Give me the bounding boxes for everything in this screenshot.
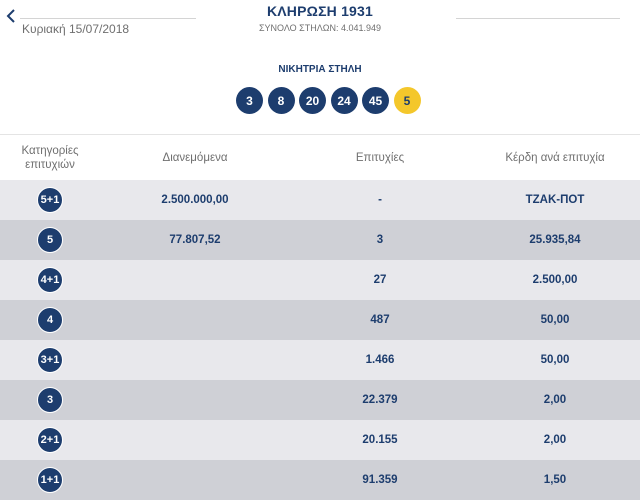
prize-value: 2,00 (543, 394, 567, 406)
category-badge: 5 (37, 227, 63, 253)
back-chevron-icon[interactable] (6, 9, 20, 25)
table-row: 5 77.807,52 3 25.935,84 (0, 220, 640, 260)
prize-value: 1,50 (543, 474, 567, 486)
distributed-value (100, 260, 290, 300)
table-row: 2+1 20.155 2,00 (0, 420, 640, 460)
prize-table: 5+1 2.500.000,00 - ΤΖΑΚ-ΠΟΤ 5 77.807,52 … (0, 180, 640, 500)
draw-title: ΚΛΗΡΩΣΗ 1931 (266, 3, 374, 19)
distributed-value: 77.807,52 (169, 234, 221, 246)
winners-value: 20.155 (362, 434, 398, 446)
winners-value: 487 (370, 314, 390, 326)
table-row: 4 487 50,00 (0, 300, 640, 340)
distributed-value (100, 340, 290, 380)
header-distributed: Διανεμόμενα (162, 152, 228, 164)
winning-number-ball: 20 (299, 87, 326, 114)
distributed-value: 2.500.000,00 (161, 194, 229, 206)
winning-number-ball: 45 (362, 87, 389, 114)
winners-value: 91.359 (362, 474, 398, 486)
winning-number-ball: 3 (236, 87, 263, 114)
prize-value: 25.935,84 (529, 234, 581, 246)
distributed-value (100, 300, 290, 340)
category-badge: 3+1 (37, 347, 63, 373)
table-row: 3 22.379 2,00 (0, 380, 640, 420)
table-row: 4+1 27 2.500,00 (0, 260, 640, 300)
table-row: 5+1 2.500.000,00 - ΤΖΑΚ-ΠΟΤ (0, 180, 640, 220)
total-columns: ΣΥΝΟΛΟ ΣΤΗΛΩΝ: 4.041.949 (258, 23, 382, 33)
distributed-value (100, 420, 290, 460)
winning-numbers: 3 8 20 24 45 5 (236, 87, 421, 114)
winners-value: - (378, 194, 382, 206)
joker-number-ball: 5 (393, 87, 421, 114)
category-badge: 4 (37, 307, 63, 333)
winners-value: 27 (373, 274, 387, 286)
category-badge: 2+1 (37, 427, 63, 453)
distributed-value (100, 380, 290, 420)
winners-value: 22.379 (362, 394, 398, 406)
draw-date: Κυριακή 15/07/2018 (22, 22, 130, 36)
table-row: 3+1 1.466 50,00 (0, 340, 640, 380)
header-divider-left (20, 18, 196, 19)
header-divider-right (456, 18, 620, 19)
header-prize-per-winner: Κέρδη ανά επιτυχία (505, 152, 605, 164)
header-winners: Επιτυχίες (355, 152, 405, 164)
prize-value: 2,00 (543, 434, 567, 446)
winners-value: 3 (376, 234, 384, 246)
category-badge: 4+1 (37, 267, 63, 293)
prize-value: 50,00 (540, 354, 570, 366)
winning-column-label: ΝΙΚΗΤΡΙΑ ΣΤΗΛΗ (278, 64, 362, 75)
table-header: Κατηγορίες επιτυχιών Διανεμόμενα Επιτυχί… (0, 134, 640, 180)
winning-number-ball: 8 (267, 87, 295, 114)
header: Κυριακή 15/07/2018 ΚΛΗΡΩΣΗ 1931 ΣΥΝΟΛΟ Σ… (0, 0, 640, 48)
winning-number-ball: 24 (330, 87, 358, 114)
category-badge: 5+1 (37, 187, 63, 213)
header-categories: Κατηγορίες επιτυχιών (21, 145, 79, 171)
prize-value: ΤΖΑΚ-ΠΟΤ (525, 194, 585, 206)
distributed-value (100, 460, 290, 500)
category-badge: 3 (37, 387, 63, 413)
prize-value: 2.500,00 (532, 274, 578, 286)
table-row: 1+1 91.359 1,50 (0, 460, 640, 500)
category-badge: 1+1 (37, 467, 63, 493)
winners-value: 1.466 (365, 354, 395, 366)
prize-value: 50,00 (540, 314, 570, 326)
